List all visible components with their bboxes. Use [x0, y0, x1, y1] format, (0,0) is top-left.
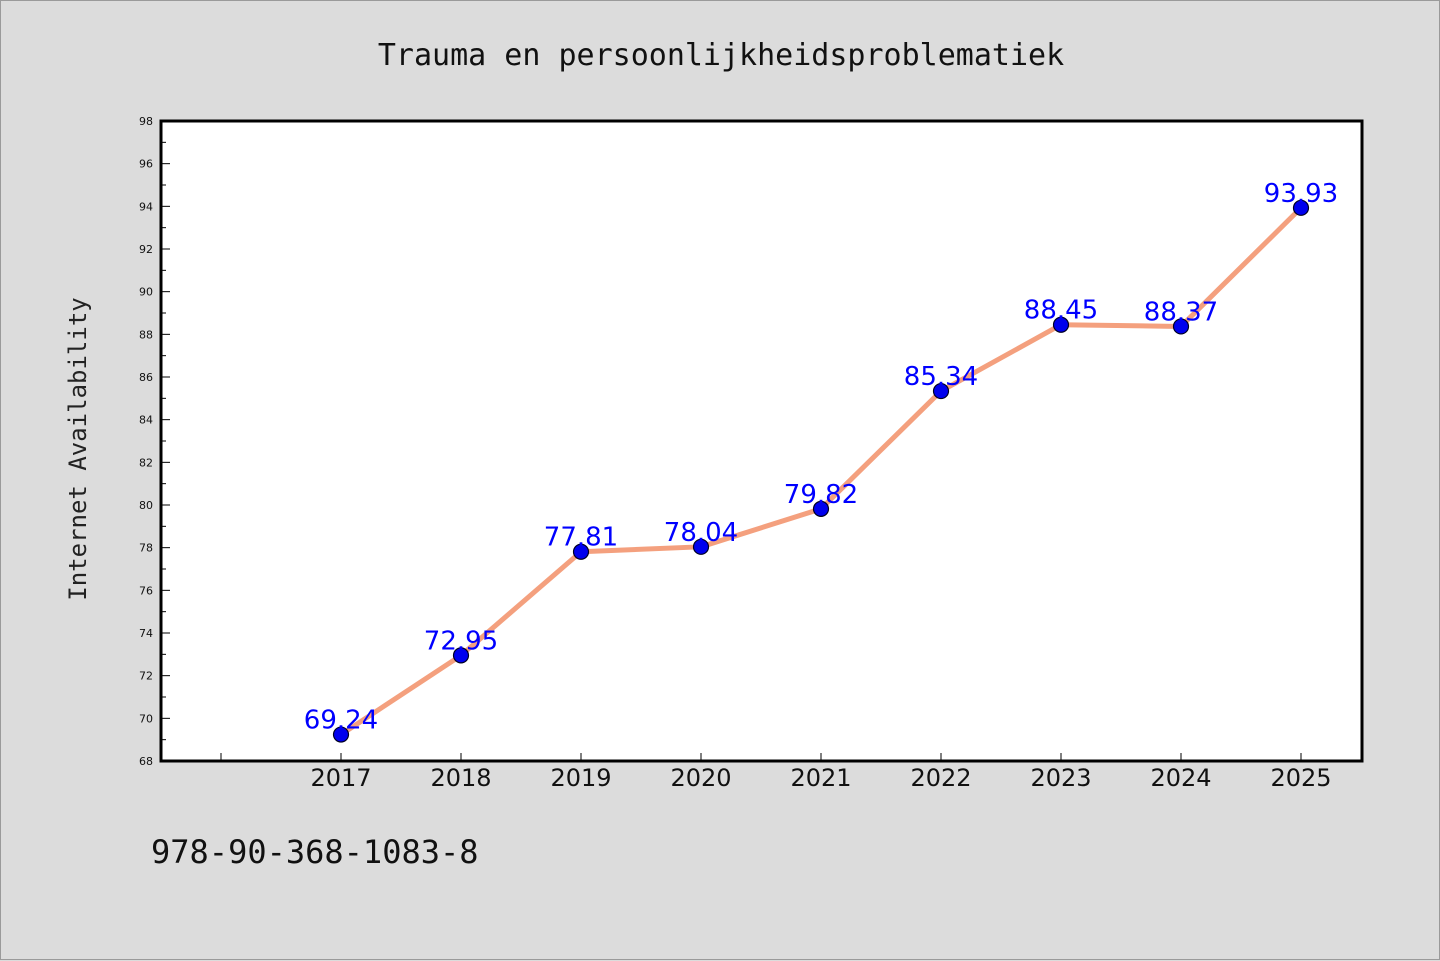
data-point-markers: [332, 199, 1310, 743]
y-tick-label: 88: [139, 328, 153, 341]
data-point: [572, 543, 590, 560]
y-tick-label: 68: [139, 755, 153, 768]
x-tick-label: 2024: [1150, 764, 1211, 792]
data-point: [692, 538, 710, 555]
x-axis-ticks: 2017 2018 2019 2020 2021 2022 2023 2024 2025: [220, 753, 1332, 792]
data-point: [452, 647, 470, 664]
data-point: [1052, 316, 1070, 333]
data-point: [1292, 199, 1310, 216]
data-label: 72.95: [424, 626, 498, 656]
data-label: 85.34: [904, 362, 978, 392]
plot-area: [159, 119, 1364, 763]
y-tick-label: 90: [139, 286, 153, 299]
y-tick-label: 70: [139, 712, 153, 725]
y-tick-label: 94: [139, 200, 153, 213]
x-tick-label: 2022: [910, 764, 971, 792]
y-tick-label: 74: [139, 627, 153, 640]
chart-title: Trauma en persoonlijkheidsproblematiek: [378, 38, 1064, 73]
x-tick-label: 2023: [1030, 764, 1091, 792]
data-label: 78.04: [664, 518, 738, 548]
data-labels: 69.24 72.95 77.81 78.04 79.82 85.34 88.45 88.37…: [304, 179, 1338, 736]
data-point: [1172, 318, 1190, 335]
y-tick-label: 72: [139, 670, 153, 683]
y-tick-label: 82: [139, 456, 153, 469]
data-label: 93.93: [1264, 179, 1338, 209]
data-label: 79.82: [784, 480, 858, 510]
y-axis-ticks: 68 70 72 74 76 78 80 82 84 86 88 90 92 94 96 98: [139, 115, 170, 768]
y-tick-label: 80: [139, 499, 153, 512]
y-tick-label: 84: [139, 414, 153, 427]
y-tick-label: 98: [139, 115, 153, 128]
data-label: 88.37: [1144, 297, 1218, 327]
y-tick-label: 86: [139, 371, 153, 384]
y-axis-label: Internet Availability: [64, 297, 92, 600]
data-point: [932, 382, 950, 400]
y-tick-label: 96: [139, 158, 153, 171]
y-tick-label: 92: [139, 243, 153, 256]
x-tick-label: 2019: [550, 764, 611, 792]
isbn-text: 978-90-368-1083-8: [151, 833, 479, 871]
data-label: 77.81: [544, 523, 618, 553]
x-tick-label: 2017: [310, 764, 371, 792]
x-tick-label: 2018: [430, 764, 491, 792]
y-tick-label: 78: [139, 542, 153, 555]
x-tick-label: 2025: [1270, 764, 1331, 792]
data-point: [332, 726, 350, 743]
data-point: [812, 500, 830, 517]
y-tick-label: 76: [139, 584, 153, 597]
x-tick-label: 2021: [790, 764, 851, 792]
data-label: 88.45: [1024, 296, 1098, 326]
x-tick-label: 2020: [670, 764, 731, 792]
data-label: 69.24: [304, 706, 378, 736]
